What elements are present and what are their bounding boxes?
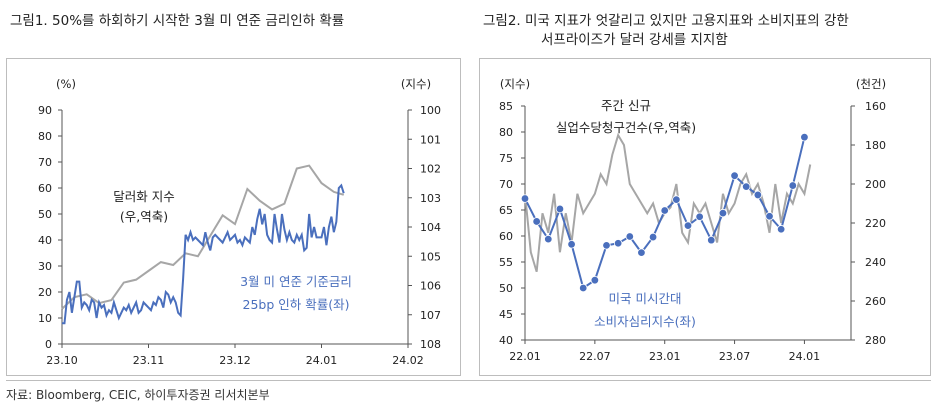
- chart2-consumer-sentiment-point: [800, 132, 809, 142]
- chart1-left-tick-label: 90: [38, 104, 52, 117]
- chart1-dollar-label-line2: (우,역축): [120, 209, 168, 224]
- chart2-consumer-sentiment-point: [742, 182, 751, 191]
- chart1-left-tick-label: 60: [38, 182, 52, 195]
- chart2-sentiment-label-line1: 미국 미시간대: [609, 291, 682, 306]
- chart2-left-tick-label: 55: [499, 256, 513, 269]
- chart1-right-unit: (지수): [401, 77, 431, 91]
- chart2-left-tick-label: 75: [499, 152, 513, 165]
- footer-divider: [6, 380, 931, 381]
- chart2-consumer-sentiment-point: [776, 225, 786, 234]
- chart2-x-tick-label: 23.07: [719, 350, 751, 363]
- chart2-consumer-sentiment-point: [648, 232, 658, 242]
- chart2-left-tick-label: 65: [499, 204, 513, 217]
- chart2-left-tick-label: 60: [499, 230, 513, 243]
- chart2-consumer-sentiment-point: [730, 171, 739, 180]
- chart2-consumer-sentiment-point: [695, 212, 704, 221]
- chart1-right-tick-label: 100: [420, 104, 441, 117]
- chart2-right-tick-label: 280: [865, 334, 886, 347]
- chart2-consumer-sentiment-point: [788, 181, 797, 190]
- chart2-svg: 40 45 50 55 60 65 70 75 80 85 160 180 200 220 240 260 28…: [499, 77, 886, 363]
- chart1-title: 그림1. 50%를 하회하기 시작한 3월 미 연준 금리인하 확률: [10, 13, 345, 29]
- chart1-right-tick-label: 104: [420, 221, 441, 234]
- chart1-left-tick-label: 40: [38, 234, 52, 247]
- chart2-consumer-sentiment-point: [544, 234, 553, 244]
- chart2-title-line2: 서프라이즈가 달러 강세를 지지함: [541, 32, 728, 48]
- chart1-left-tick-label: 10: [38, 312, 52, 325]
- chart1-dollar-label-line1: 달러화 지수: [113, 189, 174, 204]
- chart2-left-unit: (지수): [500, 77, 530, 91]
- chart2-consumer-sentiment-point: [625, 232, 634, 241]
- chart2-consumer-sentiment-point: [567, 240, 576, 249]
- chart1-x-tick-label: 23.10: [46, 354, 78, 367]
- chart2-left-tick-label: 85: [499, 100, 513, 113]
- chart2-x-tick-label: 22.01: [509, 350, 541, 363]
- chart2-right-tick-label: 220: [865, 217, 886, 230]
- chart2-consumer-sentiment-point: [613, 239, 623, 248]
- chart2-consumer-sentiment-point: [765, 212, 774, 221]
- chart2-consumer-sentiment-point: [660, 206, 669, 215]
- chart2-left-tick-label: 45: [499, 308, 513, 321]
- chart1-rate-label-line1: 3월 미 연준 기준금리: [240, 274, 352, 289]
- chart2-consumer-sentiment-point: [579, 283, 588, 293]
- chart2-right-tick-label: 240: [865, 256, 886, 269]
- chart2-consumer-sentiment-point: [602, 241, 611, 250]
- chart2-right-tick-label: 200: [865, 178, 886, 191]
- chart1-right-tick-label: 107: [420, 309, 441, 322]
- chart1-svg: 0 10 20 30 40 50 60 70 80 90 100 101 102 103 104 105 106…: [38, 77, 441, 367]
- chart2-claims-label-line2: 실업수당청구건수(우,역축): [556, 120, 696, 135]
- chart1-right-tick-label: 103: [420, 192, 441, 205]
- chart2-consumer-sentiment-point: [683, 221, 693, 230]
- chart2-left-tick-label: 50: [499, 282, 513, 295]
- chart1-right-tick-label: 102: [420, 163, 441, 176]
- chart1-right-tick-label: 106: [420, 280, 441, 293]
- chart2-consumer-sentiment-point: [555, 204, 565, 214]
- chart1-left-unit: (%): [56, 77, 76, 91]
- chart1-x-tick-label: 23.11: [133, 354, 165, 367]
- chart2-x-tick-label: 24.01: [789, 350, 821, 363]
- chart2-jobless-claims-line: [524, 132, 812, 273]
- chart2-left-tick-label: 80: [499, 126, 513, 139]
- chart1-x-tick-label: 24.01: [306, 354, 338, 367]
- chart2-consumer-sentiment-point: [590, 275, 600, 285]
- chart2-consumer-sentiment-point: [753, 190, 763, 200]
- chart2-consumer-sentiment-point: [637, 248, 646, 257]
- chart2-right-tick-label: 160: [865, 100, 886, 113]
- chart2-consumer-sentiment-point: [532, 217, 541, 226]
- chart1-left-tick-label: 50: [38, 208, 52, 221]
- chart1-rate-label-line2: 25bp 인하 확률(좌): [243, 297, 350, 312]
- chart1-right-tick-label: 108: [420, 338, 441, 351]
- chart1-rate-cut-probability-line: [62, 183, 345, 325]
- chart2-consumer-sentiment-point: [672, 195, 681, 204]
- source-note: 자료: Bloomberg, CEIC, 하이투자증권 리서치본부: [6, 388, 270, 402]
- chart2-title-line1: 그림2. 미국 지표가 엇갈리고 있지만 고용지표와 소비지표의 강한: [483, 13, 849, 29]
- chart2-sentiment-label-line2: 소비자심리지수(좌): [594, 314, 696, 329]
- chart2-right-unit: (천건): [856, 77, 886, 91]
- chart2-claims-label-line1: 주간 신규: [601, 98, 651, 113]
- chart1-dollar-index-line: [61, 164, 345, 310]
- chart2-left-tick-label: 70: [499, 178, 513, 191]
- chart2-right-tick-label: 260: [865, 295, 886, 308]
- chart1-right-tick-label: 101: [420, 133, 441, 146]
- chart2-x-tick-label: 22.07: [579, 350, 611, 363]
- chart1-left-tick-label: 70: [38, 156, 52, 169]
- chart1-x-tick-label: 23.12: [219, 354, 251, 367]
- chart1-left-tick-label: 20: [38, 286, 52, 299]
- chart2-left-tick-label: 40: [499, 334, 513, 347]
- chart2-consumer-sentiment-point: [718, 208, 728, 218]
- chart1-right-tick-label: 105: [420, 250, 441, 263]
- chart2-consumer-sentiment-point: [707, 235, 716, 245]
- chart1-left-tick-label: 0: [45, 338, 52, 351]
- chart2-x-tick-label: 23.01: [649, 350, 681, 363]
- chart2-frame: [479, 58, 931, 376]
- chart2-right-tick-label: 180: [865, 139, 886, 152]
- chart1-left-tick-label: 80: [38, 130, 52, 143]
- chart1-x-tick-label: 24.02: [392, 354, 424, 367]
- chart2-consumer-sentiment-point: [520, 194, 530, 203]
- chart1-left-tick-label: 30: [38, 260, 52, 273]
- chart1-frame: [6, 58, 461, 376]
